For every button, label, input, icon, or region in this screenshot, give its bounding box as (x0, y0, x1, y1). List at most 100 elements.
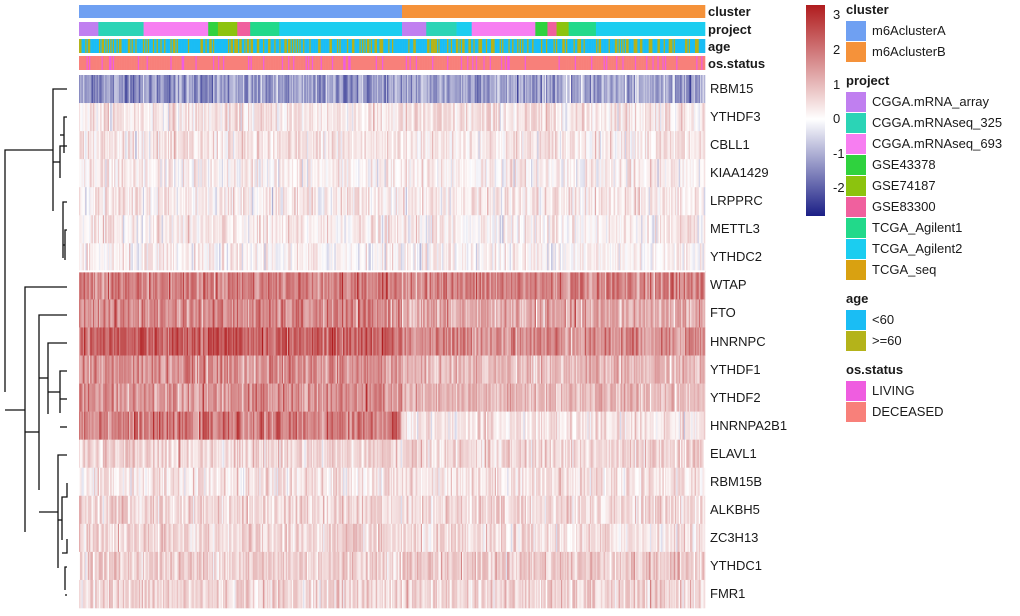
heatmap-cell (517, 103, 519, 132)
heatmap-cell (657, 327, 659, 356)
heatmap-cell (376, 243, 379, 272)
heatmap-cell (127, 187, 130, 216)
heatmap-cell (514, 243, 517, 272)
heatmap-cell (141, 215, 144, 244)
heatmap-cell (438, 299, 440, 328)
heatmap-cell (110, 271, 112, 300)
heatmap-cell (515, 159, 518, 188)
heatmap-cell (217, 215, 220, 244)
heatmap-cell (684, 75, 687, 104)
heatmap-cell (447, 215, 449, 244)
heatmap-cell (520, 327, 523, 356)
heatmap-cell (336, 215, 339, 244)
heatmap-cell (593, 159, 596, 188)
heatmap-cell (204, 131, 206, 160)
heatmap-cell (663, 215, 666, 244)
heatmap-cell (260, 215, 263, 244)
heatmap-cell (374, 159, 377, 188)
heatmap-cell (306, 327, 309, 356)
heatmap-cell (268, 187, 270, 216)
heatmap-cell (540, 131, 543, 160)
heatmap-cell (211, 327, 214, 356)
heatmap-cell (280, 299, 283, 328)
heatmap-cell (437, 187, 439, 216)
heatmap-cell (678, 215, 681, 244)
heatmap-cell (190, 243, 192, 272)
heatmap-cell (637, 271, 639, 300)
heatmap-cell (642, 187, 644, 216)
heatmap-cell (502, 215, 504, 244)
heatmap-cell (142, 299, 145, 328)
heatmap-cell (105, 187, 107, 216)
heatmap-cell (455, 243, 458, 272)
heatmap-cell (206, 215, 209, 244)
heatmap-cell (132, 131, 135, 160)
heatmap-cell (356, 327, 359, 356)
heatmap-cell (445, 103, 448, 132)
heatmap-cell (234, 215, 236, 244)
heatmap-cell (304, 75, 306, 104)
heatmap-cell (144, 75, 146, 104)
heatmap-cell (270, 75, 273, 104)
heatmap-cell (353, 131, 355, 160)
heatmap-cell (457, 271, 459, 300)
heatmap-cell (320, 327, 323, 356)
heatmap-cell (520, 271, 523, 300)
heatmap-cell (164, 271, 166, 300)
heatmap-cell (271, 103, 274, 132)
heatmap-cell (513, 187, 515, 216)
heatmap-cell (519, 299, 522, 328)
heatmap-cell (394, 271, 397, 300)
heatmap-cell (326, 327, 329, 356)
heatmap-cell (240, 215, 243, 244)
heatmap-cell (102, 327, 105, 356)
heatmap-cell (503, 131, 505, 160)
heatmap-cell (309, 271, 311, 300)
heatmap-cell (379, 75, 382, 104)
heatmap-cell (447, 271, 449, 300)
heatmap-cell (289, 75, 291, 104)
heatmap-cell (588, 327, 591, 356)
heatmap-cell (405, 103, 408, 132)
heatmap-cell (643, 243, 646, 272)
heatmap-cell (125, 75, 127, 104)
heatmap-cell (288, 159, 290, 188)
heatmap-cell (187, 327, 190, 356)
heatmap-cell (525, 243, 528, 272)
heatmap-cell (543, 271, 546, 300)
heatmap-cell (644, 131, 647, 160)
heatmap-cell (504, 327, 507, 356)
heatmap-cell (318, 215, 320, 244)
heatmap-cell (697, 299, 700, 328)
heatmap-cell (375, 131, 378, 160)
heatmap-cell (390, 271, 393, 300)
heatmap-cell (299, 187, 301, 216)
heatmap-cell (124, 215, 126, 244)
heatmap-cell (637, 159, 639, 188)
heatmap-cell (402, 131, 404, 160)
heatmap-cell (165, 215, 167, 244)
heatmap-cell (636, 327, 638, 356)
heatmap-cell (217, 243, 220, 272)
heatmap-cell (341, 215, 344, 244)
heatmap-cell (648, 243, 651, 272)
heatmap-cell (268, 271, 270, 300)
heatmap-cell (567, 159, 569, 188)
heatmap-cell (649, 243, 652, 272)
heatmap-cell (614, 159, 617, 188)
heatmap-cell (135, 131, 137, 160)
heatmap-cell (577, 159, 579, 188)
heatmap-cell (319, 159, 321, 188)
heatmap-cell (215, 159, 218, 188)
heatmap-cell (442, 243, 444, 272)
heatmap-cell (384, 131, 387, 160)
heatmap-cell (607, 159, 609, 188)
heatmap-cell (493, 187, 495, 216)
heatmap-cell (246, 103, 249, 132)
heatmap-cell (619, 75, 622, 104)
heatmap-cell (453, 215, 455, 244)
heatmap-cell (114, 299, 116, 328)
heatmap-cell (131, 243, 134, 272)
heatmap-cell (649, 75, 652, 104)
heatmap-cell (450, 159, 453, 188)
